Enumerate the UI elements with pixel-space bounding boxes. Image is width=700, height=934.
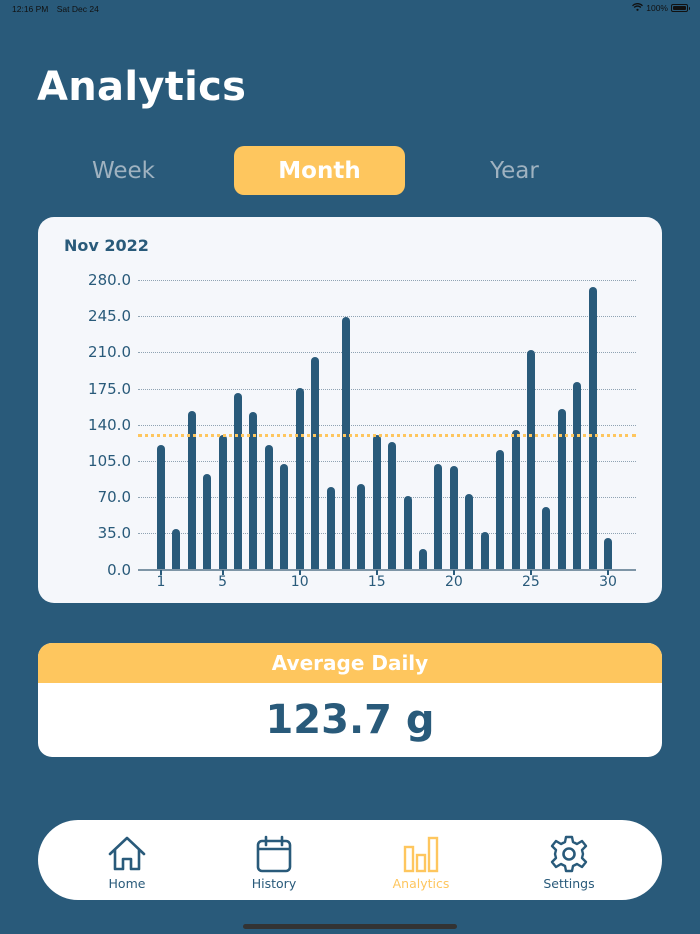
- chart-bar[interactable]: [172, 529, 181, 570]
- tab-home-label: Home: [108, 876, 146, 891]
- x-axis-tick: [452, 569, 455, 575]
- y-axis-label: 105.0: [88, 451, 131, 470]
- chart-bar[interactable]: [496, 449, 505, 570]
- chart-bar[interactable]: [357, 483, 366, 570]
- x-axis-label: 30: [599, 573, 617, 590]
- x-axis-label: 15: [367, 573, 386, 590]
- y-axis-label: 70.0: [97, 488, 131, 507]
- chart-bar[interactable]: [372, 435, 381, 570]
- chart-bar[interactable]: [295, 387, 304, 570]
- y-axis-label: 245.0: [88, 307, 131, 326]
- chart-bar[interactable]: [604, 538, 612, 570]
- chart-bar[interactable]: [218, 435, 227, 570]
- chart-bar[interactable]: [388, 442, 397, 570]
- chart-bar[interactable]: [419, 548, 428, 570]
- battery-icon: [671, 4, 690, 12]
- x-axis-label: 25: [522, 573, 540, 590]
- status-bar: 12:16 PM Sat Dec 24 100%: [0, 0, 700, 18]
- chart-bar[interactable]: [157, 445, 165, 570]
- x-axis-label: 20: [444, 573, 463, 590]
- status-date: Sat Dec 24: [56, 4, 99, 14]
- y-axis-label: 175.0: [88, 379, 131, 398]
- chart-bar[interactable]: [311, 356, 320, 570]
- chart-bar[interactable]: [203, 474, 212, 570]
- chart-bar[interactable]: [557, 409, 566, 570]
- home-indicator[interactable]: [243, 924, 457, 929]
- chart-bar[interactable]: [465, 494, 474, 570]
- bar-chart-icon: [403, 836, 439, 873]
- gridline: [138, 352, 636, 354]
- gridline: [138, 497, 636, 499]
- status-time: 12:16 PM: [12, 4, 49, 14]
- status-left: 12:16 PM Sat Dec 24: [12, 4, 99, 14]
- gridline: [138, 388, 636, 390]
- gridline: [138, 533, 636, 535]
- segment-month[interactable]: Month: [234, 146, 405, 195]
- chart-bar[interactable]: [480, 532, 489, 570]
- chart-bar[interactable]: [187, 411, 196, 570]
- average-daily-card: Average Daily 123.7 g: [38, 643, 662, 757]
- y-axis-label: 210.0: [88, 343, 131, 362]
- gridline: [138, 424, 636, 426]
- tab-bar: Home History Analytics Settings: [38, 820, 662, 900]
- x-axis-tick: [375, 569, 378, 575]
- tab-analytics[interactable]: Analytics: [361, 820, 481, 900]
- period-segmented-control: Week Month Year: [38, 146, 662, 195]
- tab-history[interactable]: History: [214, 820, 334, 900]
- tab-settings-label: Settings: [543, 876, 595, 891]
- chart-bar[interactable]: [526, 350, 535, 570]
- tab-home[interactable]: Home: [67, 820, 187, 900]
- segment-year[interactable]: Year: [490, 157, 539, 184]
- tab-history-label: History: [251, 876, 297, 891]
- x-axis-tick: [160, 569, 162, 575]
- average-daily-value: 123.7 g: [265, 697, 435, 743]
- chart-bar[interactable]: [511, 429, 520, 570]
- gridline: [138, 280, 636, 281]
- chart-bar[interactable]: [403, 496, 412, 570]
- gridline: [138, 316, 636, 318]
- chart-bar[interactable]: [264, 445, 273, 570]
- status-right: 100%: [632, 3, 690, 13]
- chart-bar[interactable]: [326, 486, 335, 570]
- average-line: [138, 434, 636, 438]
- chart-bar[interactable]: [573, 382, 582, 570]
- x-axis-tick: [298, 569, 301, 575]
- chart-bar[interactable]: [280, 464, 289, 570]
- chart-bar[interactable]: [449, 466, 458, 570]
- wifi-icon: [632, 3, 644, 13]
- x-axis-tick: [529, 569, 532, 575]
- x-axis-label: 5: [218, 573, 228, 590]
- x-axis-tick: [607, 569, 609, 575]
- chart-title: Nov 2022: [64, 236, 149, 255]
- average-daily-label: Average Daily: [38, 643, 662, 683]
- chart-bar[interactable]: [341, 317, 350, 570]
- tab-settings[interactable]: Settings: [509, 820, 629, 900]
- chart-bar[interactable]: [249, 412, 258, 570]
- chart-bar[interactable]: [588, 287, 597, 570]
- page-title: Analytics: [37, 64, 247, 110]
- battery-percent: 100%: [646, 3, 668, 13]
- chart-bar[interactable]: [434, 464, 443, 570]
- y-axis-label: 280.0: [88, 271, 131, 289]
- tab-analytics-label: Analytics: [392, 876, 450, 891]
- calendar-icon: [256, 835, 292, 873]
- y-axis-label: 140.0: [88, 415, 131, 434]
- chart-bar[interactable]: [234, 392, 243, 570]
- x-axis-label: 10: [290, 573, 309, 590]
- gridline: [138, 460, 636, 462]
- x-axis-tick: [221, 569, 224, 575]
- x-axis-label: 1: [156, 573, 166, 590]
- segment-week[interactable]: Week: [91, 157, 155, 184]
- chart-card: Nov 2022 0.0 35.0 70.0 105.0 140.0 175.0 210.0…: [38, 217, 662, 603]
- y-axis-label: 35.0: [97, 524, 131, 543]
- x-axis: [138, 568, 636, 571]
- gear-icon: [550, 835, 588, 873]
- chart-bar[interactable]: [542, 507, 551, 570]
- y-axis-label: 0.0: [107, 560, 131, 579]
- home-icon: [108, 836, 146, 871]
